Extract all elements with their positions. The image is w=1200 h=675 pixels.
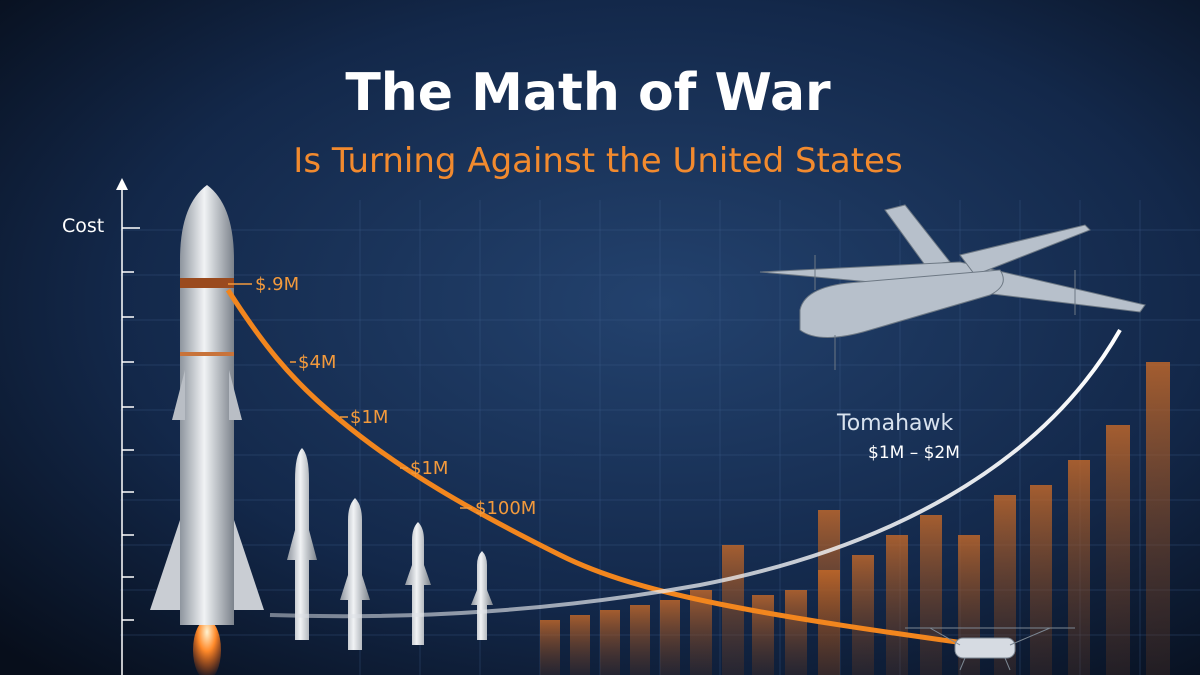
axis-arrow — [116, 178, 128, 190]
drone-curve — [269, 329, 1122, 619]
drone-name: Tomahawk — [836, 411, 953, 436]
title: The Math of War — [345, 63, 831, 123]
interceptor-curve — [225, 288, 1001, 651]
subtitle: Is Turning Against the United States — [293, 141, 902, 181]
cost-label: $100M — [475, 498, 536, 519]
axis-label: Cost — [62, 215, 104, 237]
missiles — [287, 448, 493, 650]
cost-label: $1M — [350, 407, 388, 428]
rocket — [150, 185, 264, 675]
y-axis — [121, 185, 140, 675]
label-leaders — [228, 283, 472, 509]
drone — [759, 204, 1146, 370]
drone-cost: $1M – $2M — [868, 443, 960, 463]
cost-label: $1M — [410, 458, 448, 479]
cost-label: $4M — [298, 352, 336, 373]
small-drone — [905, 627, 1075, 671]
cost-label: $.9M — [255, 274, 299, 295]
